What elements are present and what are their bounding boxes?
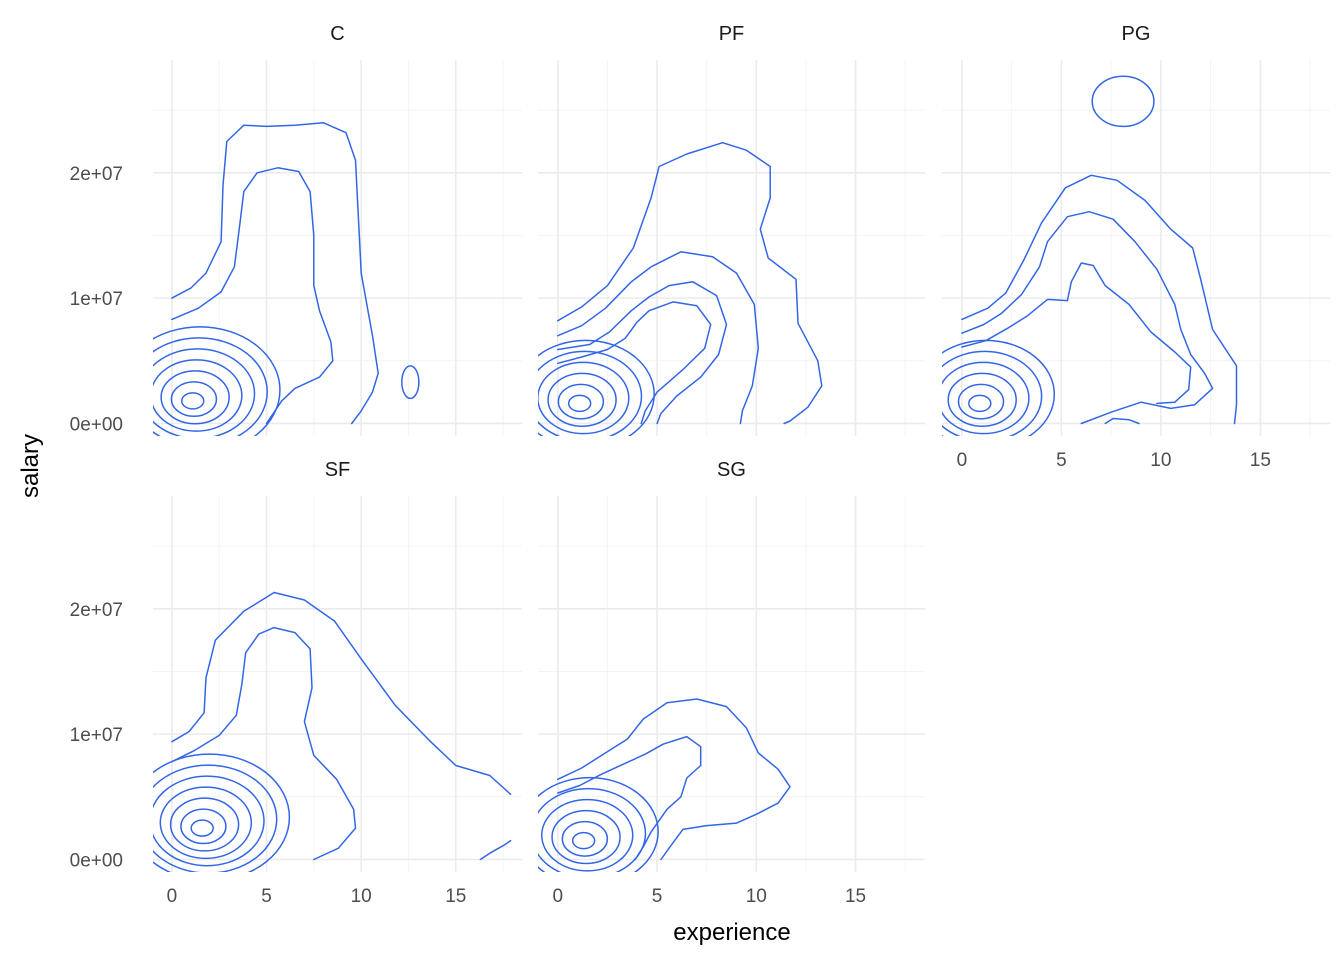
- y-tick-label: 0e+00: [70, 414, 123, 435]
- density-contour: [961, 210, 1214, 425]
- density-contour-inner: [567, 394, 592, 413]
- y-tick-label: 1e+07: [70, 289, 123, 310]
- density-contour-inner: [547, 372, 617, 427]
- x-tick-label: 0: [167, 886, 178, 907]
- x-tick-label: 15: [1250, 450, 1271, 471]
- x-tick-label: 10: [1150, 450, 1171, 471]
- density-contour: [479, 839, 512, 861]
- density-contour-inner: [153, 348, 256, 436]
- density-contour: [961, 174, 1238, 425]
- density-contour: [557, 141, 823, 425]
- density-contour: [557, 251, 760, 425]
- density-contour-inner: [180, 808, 227, 845]
- density-contour-inner: [571, 831, 596, 850]
- facet-label-sf: SF: [325, 459, 351, 481]
- density-contour-inner: [968, 394, 992, 413]
- facet-label-pg: PG: [1122, 23, 1151, 45]
- density-contour-island: [1091, 75, 1155, 128]
- density-contour-inner: [557, 383, 605, 420]
- panel-sf: SF 0e+00 1e+07 2e+07 0 5 10 15: [70, 459, 522, 907]
- density-contour: [557, 281, 728, 425]
- density-contour: [171, 121, 379, 425]
- x-tick-label: 10: [746, 886, 767, 907]
- density-contour-inner: [153, 753, 291, 872]
- density-contour: [557, 301, 712, 425]
- x-tick-label: 10: [351, 886, 372, 907]
- density-contour-inner: [170, 381, 218, 418]
- density-contour-inner: [190, 819, 214, 837]
- density-contour-inner: [942, 361, 1030, 435]
- density-contour: [171, 591, 512, 796]
- x-tick-label: 5: [1056, 450, 1067, 471]
- density-contour: [171, 626, 357, 861]
- y-axis-title: salary: [17, 434, 44, 498]
- panel-sg: SG 0 5 10 15: [538, 459, 925, 907]
- x-tick-label: 5: [261, 886, 272, 907]
- x-tick-label: 5: [652, 886, 663, 907]
- density-contour: [557, 735, 702, 861]
- density-contour-inner: [538, 361, 630, 435]
- density-contour-inner: [153, 764, 278, 872]
- y-tick-label: 2e+07: [70, 600, 123, 621]
- x-tick-label: 15: [845, 886, 866, 907]
- density-contour-inner: [153, 775, 265, 867]
- x-axis-title: experience: [673, 919, 790, 946]
- density-contour-inner: [538, 339, 655, 436]
- density-contour-inner: [153, 359, 243, 432]
- density-contour-inner: [957, 383, 1005, 420]
- density-contour-inner: [942, 350, 1043, 436]
- density-contour-inner: [538, 776, 659, 872]
- x-tick-label: 0: [553, 886, 564, 907]
- density-contour-island: [401, 365, 420, 400]
- density-contour-inner: [561, 820, 609, 857]
- density-contour-inner: [153, 337, 268, 436]
- x-tick-label: 0: [957, 450, 968, 471]
- x-tick-label: 15: [445, 886, 466, 907]
- density-contour-inner: [538, 787, 647, 872]
- density-contour-inner: [942, 339, 1056, 436]
- density-contour-inner: [538, 350, 643, 436]
- panel-pg: PG 0 5 10 15: [942, 23, 1330, 471]
- facet-label-c: C: [330, 23, 344, 45]
- facet-label-pf: PF: [719, 23, 745, 45]
- density-contour: [557, 698, 791, 861]
- y-tick-label: 2e+07: [70, 164, 123, 185]
- panel-pf: PF: [538, 23, 925, 436]
- density-contour-inner: [947, 372, 1017, 427]
- density-contour-inner: [540, 798, 634, 872]
- y-tick-label: 0e+00: [70, 850, 123, 871]
- density-contour-inner: [551, 809, 621, 865]
- density-contour: [1104, 417, 1140, 425]
- density-contour: [961, 262, 1192, 405]
- density-contour: [171, 167, 334, 425]
- density-contour-inner: [180, 392, 205, 410]
- density-contour-inner: [159, 786, 253, 860]
- panel-c: C 0e+00 1e+07 2e+07: [70, 23, 522, 436]
- density-contour-inner: [153, 326, 281, 436]
- y-tick-label: 1e+07: [70, 725, 123, 746]
- density-contour-inner: [160, 370, 230, 425]
- facet-label-sg: SG: [717, 459, 746, 481]
- density-contour-inner: [169, 797, 240, 852]
